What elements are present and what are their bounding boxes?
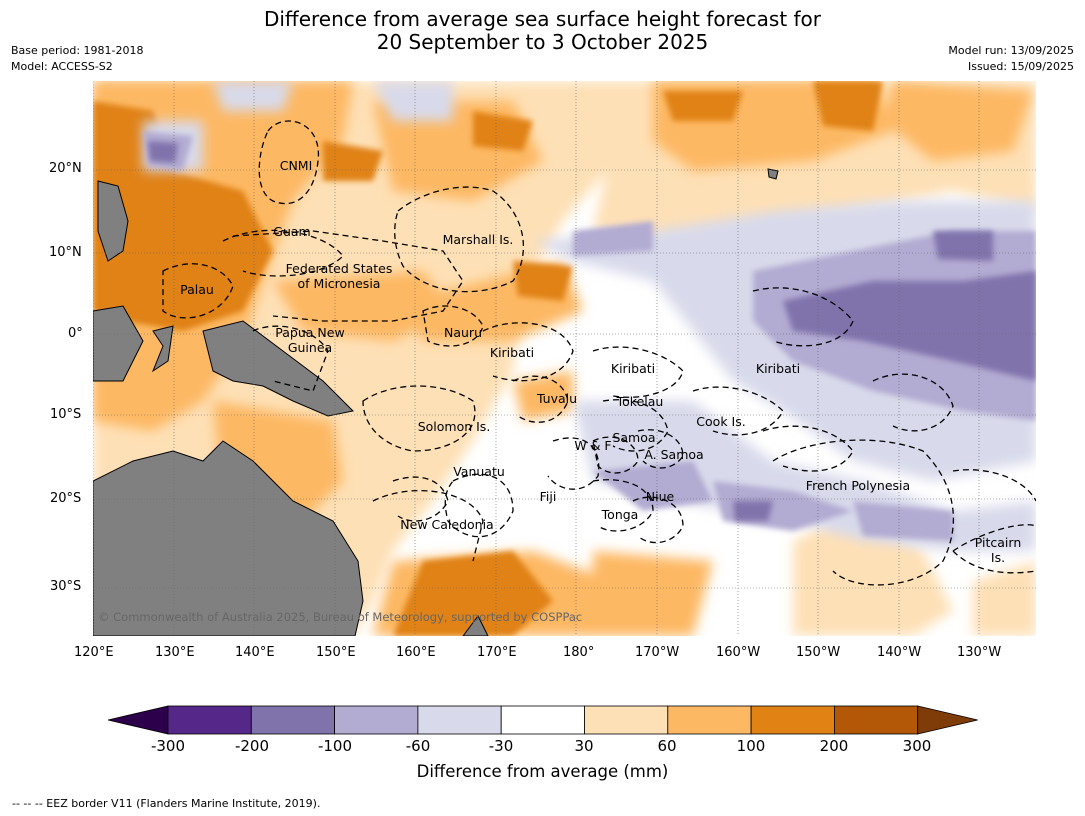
eez-borders bbox=[162, 120, 1036, 586]
anomaly-positive-strong bbox=[93, 81, 883, 636]
colorbar-tick-label: 60 bbox=[657, 737, 677, 755]
colorbar-bin bbox=[417, 705, 502, 735]
colorbar-bin bbox=[667, 705, 752, 735]
region-label-niue: Niue bbox=[645, 489, 675, 504]
colorbar-bin bbox=[834, 705, 919, 735]
region-label-nauru: Nauru bbox=[444, 325, 482, 340]
new-zealand-land bbox=[462, 615, 489, 636]
sea-surface-height-map: CNMI Guam Marshall Is. Federated States … bbox=[93, 81, 1036, 636]
philippines-land bbox=[97, 180, 129, 262]
region-label-fiji: Fiji bbox=[539, 489, 557, 504]
issued-text: Issued: 15/09/2025 bbox=[967, 60, 1074, 73]
region-label-new-caledonia: New Caledonia bbox=[400, 517, 494, 532]
lon-tick-130w: 130°W bbox=[957, 645, 1002, 660]
lat-tick-20n: 20°N bbox=[49, 161, 82, 176]
region-label-guam: Guam bbox=[273, 224, 311, 239]
australia-land bbox=[93, 440, 364, 636]
island-hawaii bbox=[767, 168, 779, 180]
region-label-cook-islands: Cook Is. bbox=[696, 414, 746, 429]
colorbar-title: Difference from average (mm) bbox=[416, 762, 669, 781]
colorbar-tick-label: -100 bbox=[317, 737, 353, 755]
colorbar-bin bbox=[250, 705, 336, 735]
colorbar-tick-label: 200 bbox=[819, 737, 849, 755]
lat-tick-0: 0° bbox=[68, 326, 83, 341]
lon-tick-160w: 160°W bbox=[716, 645, 761, 660]
colorbar-bin bbox=[584, 705, 669, 735]
lon-tick-150e: 150°E bbox=[316, 645, 356, 660]
lon-tick-170w: 170°W bbox=[635, 645, 680, 660]
map-canvas bbox=[93, 81, 1036, 636]
region-label-kiribati-central: Kiribati bbox=[610, 361, 656, 376]
colorbar-tick-label: -300 bbox=[150, 737, 186, 755]
region-label-palau: Palau bbox=[180, 282, 214, 297]
lon-tick-140e: 140°E bbox=[235, 645, 275, 660]
copyright-notice: © Commonwealth of Australia 2025, Bureau… bbox=[98, 610, 583, 624]
region-label-pitcairn-line2: Is. bbox=[990, 550, 1006, 565]
lon-tick-150w: 150°W bbox=[796, 645, 841, 660]
borneo-land bbox=[93, 305, 144, 382]
colorbar-tick-label: 100 bbox=[736, 737, 766, 755]
anomaly-negative-strong bbox=[148, 141, 1036, 521]
lat-tick-10s: 10°S bbox=[50, 407, 82, 422]
lon-tick-170e: 170°E bbox=[477, 645, 517, 660]
colorbar-tick-label: -200 bbox=[234, 737, 270, 755]
region-label-fsm-line2: of Micronesia bbox=[297, 276, 381, 291]
map-title-line2: 20 September to 3 October 2025 bbox=[376, 30, 709, 54]
region-label-french-polynesia: French Polynesia bbox=[805, 478, 911, 493]
lat-tick-20s: 20°S bbox=[50, 491, 82, 506]
land bbox=[93, 168, 779, 636]
lat-tick-10n: 10°N bbox=[49, 245, 82, 260]
colorbar-bin bbox=[334, 705, 419, 735]
region-label-american-samoa: A. Samoa bbox=[644, 447, 704, 462]
colorbar-tick-label: 300 bbox=[902, 737, 932, 755]
lon-tick-120e: 120°E bbox=[74, 645, 114, 660]
map-title-line1: Difference from average sea surface heig… bbox=[263, 7, 822, 31]
region-label-tokelau: Tokelau bbox=[616, 394, 664, 409]
region-label-marshall-islands: Marshall Is. bbox=[442, 232, 514, 247]
colorbar-tick-label: -30 bbox=[488, 737, 514, 755]
region-label-tuvalu: Tuvalu bbox=[536, 391, 578, 406]
region-label-kiribati-west: Kiribati bbox=[489, 345, 535, 360]
region-label-samoa: Samoa bbox=[612, 430, 656, 445]
lon-tick-180: 180° bbox=[563, 645, 595, 660]
region-label-wallis-futuna: W & F bbox=[574, 438, 612, 453]
region-label-fsm-line1: Federated States bbox=[285, 261, 393, 276]
region-label-png-line2: Guinea bbox=[287, 340, 333, 355]
graticule bbox=[93, 81, 1036, 636]
lon-tick-130e: 130°E bbox=[155, 645, 195, 660]
eez-border-footnote: -- -- -- EEZ border V11 (Flanders Marine… bbox=[12, 797, 321, 810]
colorbar-tick-label: 30 bbox=[574, 737, 594, 755]
colorbar-extend-low bbox=[108, 705, 169, 735]
colorbar-bin bbox=[500, 705, 585, 735]
sulawesi-land bbox=[151, 325, 174, 373]
lat-tick-30s: 30°S bbox=[50, 579, 82, 594]
base-period-text: Base period: 1981-2018 bbox=[11, 44, 144, 57]
region-label-cnmi: CNMI bbox=[279, 158, 313, 173]
model-run-text: Model run: 13/09/2025 bbox=[948, 44, 1074, 57]
model-text: Model: ACCESS-S2 bbox=[11, 60, 113, 73]
lon-tick-140w: 140°W bbox=[877, 645, 922, 660]
region-label-vanuatu: Vanuatu bbox=[453, 464, 505, 479]
region-label-tonga: Tonga bbox=[601, 507, 639, 522]
region-label-solomon-islands: Solomon Is. bbox=[417, 419, 491, 434]
lon-tick-160e: 160°E bbox=[396, 645, 436, 660]
colorbar-tick-label: -60 bbox=[405, 737, 431, 755]
colorbar-extend-high bbox=[917, 705, 978, 735]
region-label-kiribati-east: Kiribati bbox=[755, 361, 801, 376]
region-label-pitcairn-line1: Pitcairn bbox=[974, 535, 1022, 550]
new-guinea-land bbox=[202, 320, 355, 417]
colorbar bbox=[108, 705, 978, 735]
colorbar-bin bbox=[750, 705, 835, 735]
colorbar-bin bbox=[167, 705, 252, 735]
region-label-png-line1: Papua New bbox=[275, 325, 345, 340]
